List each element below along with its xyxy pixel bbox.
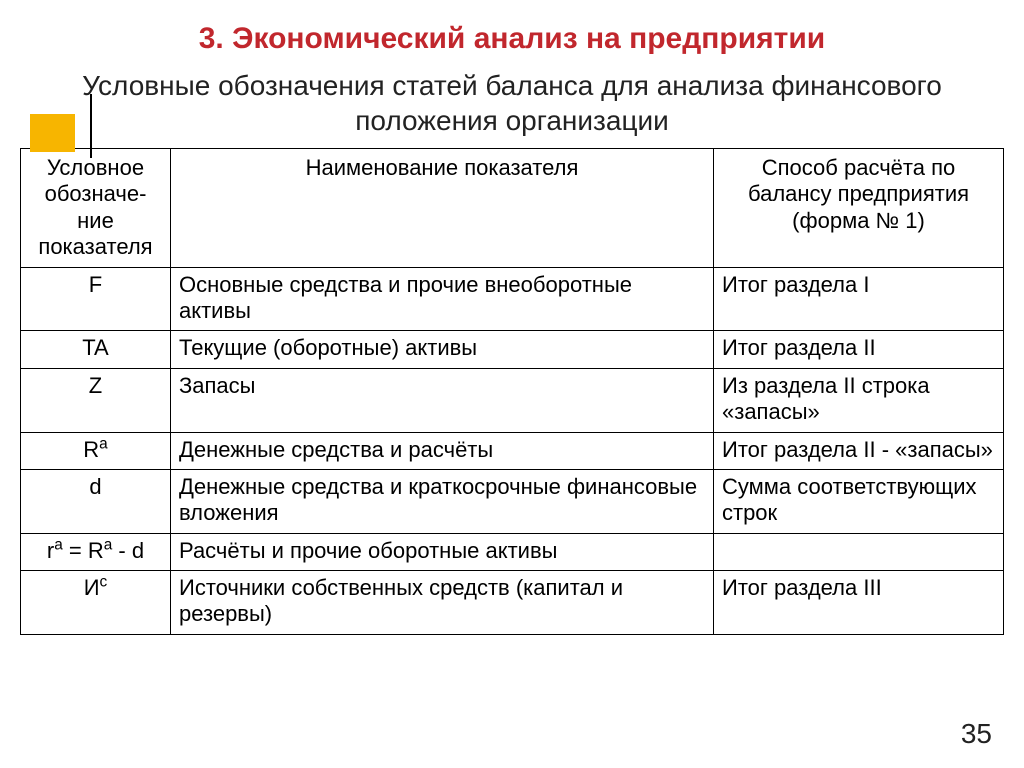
text-cursor [90,94,92,158]
cell-symbol: F [21,267,171,331]
cell-name: Запасы [171,368,714,432]
table-row: ИсИсточники собственных средств (капитал… [21,571,1004,635]
cell-calc: Итог раздела III [714,571,1004,635]
slide-subtitle: Условные обозначения статей баланса для … [0,68,1024,148]
cell-calc [714,533,1004,570]
accent-block [30,114,75,152]
cell-name: Денежные средства и краткосрочные финанс… [171,469,714,533]
cell-name: Источники собственных средств (капитал и… [171,571,714,635]
cell-calc: Итог раздела II - «запасы» [714,432,1004,469]
balance-notation-table: Условное обозначе-ние показателя Наимено… [20,148,1004,635]
cell-symbol: ra = Ra - d [21,533,171,570]
cell-name: Основные средства и прочие внеоборотные … [171,267,714,331]
cell-name: Текущие (оборотные) активы [171,331,714,368]
table-body: FОсновные средства и прочие внеоборотные… [21,267,1004,634]
cell-symbol: Ra [21,432,171,469]
table-row: ra = Ra - dРасчёты и прочие оборотные ак… [21,533,1004,570]
table-header-row: Условное обозначе-ние показателя Наимено… [21,149,1004,268]
table-row: RaДенежные средства и расчётыИтог раздел… [21,432,1004,469]
cell-name: Расчёты и прочие оборотные активы [171,533,714,570]
col-header-symbol: Условное обозначе-ние показателя [21,149,171,268]
cell-symbol: d [21,469,171,533]
slide-title: 3. Экономический анализ на предприятии [0,0,1024,68]
cell-symbol: Ис [21,571,171,635]
cell-calc: Итог раздела II [714,331,1004,368]
table-container: Условное обозначе-ние показателя Наимено… [0,148,1024,635]
table-row: ZЗапасыИз раздела II строка «запасы» [21,368,1004,432]
table-row: dДенежные средства и краткосрочные финан… [21,469,1004,533]
cell-symbol: Z [21,368,171,432]
cell-calc: Сумма соответствующих строк [714,469,1004,533]
table-row: TAТекущие (оборотные) активыИтог раздела… [21,331,1004,368]
table-row: FОсновные средства и прочие внеоборотные… [21,267,1004,331]
cell-symbol: TA [21,331,171,368]
cell-calc: Итог раздела I [714,267,1004,331]
col-header-name: Наименование показателя [171,149,714,268]
cell-name: Денежные средства и расчёты [171,432,714,469]
cell-calc: Из раздела II строка «запасы» [714,368,1004,432]
page-number: 35 [961,718,992,750]
col-header-calc: Способ расчёта по балансу предприятия (ф… [714,149,1004,268]
